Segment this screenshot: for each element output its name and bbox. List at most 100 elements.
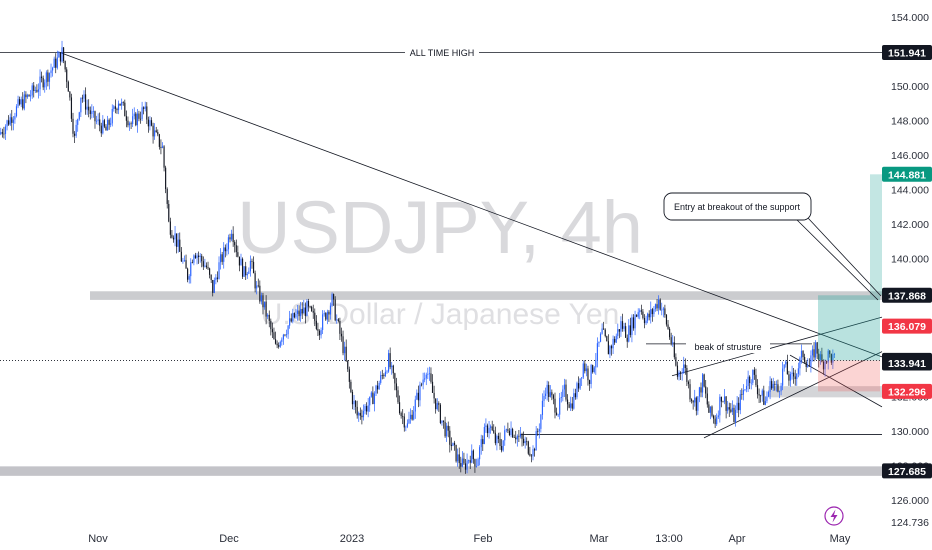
candle-body: [807, 365, 809, 367]
candle-body: [680, 372, 682, 374]
candle-body: [530, 455, 533, 457]
candle-body: [413, 411, 415, 420]
candle-body: [610, 346, 613, 349]
candle-body: [45, 72, 47, 83]
candle-body: [72, 118, 74, 134]
major-trendline[interactable]: [59, 52, 883, 358]
candle-body: [380, 375, 382, 383]
candle-body: [223, 247, 225, 262]
candle-body: [774, 383, 776, 385]
candle-body: [446, 425, 448, 437]
candle-body: [800, 350, 803, 358]
candle-body: [818, 353, 820, 360]
candle-body: [766, 396, 768, 402]
candle-body: [493, 430, 495, 433]
stop-zone[interactable]: [818, 360, 880, 392]
candle-body: [810, 355, 812, 367]
candle-body: [1, 132, 3, 134]
candle-body: [442, 420, 445, 422]
candle-body: [163, 146, 165, 168]
price-tag-label: 132.296: [888, 386, 926, 398]
candle-body: [780, 385, 782, 392]
candle-body: [783, 364, 785, 369]
candle-body: [226, 249, 228, 252]
candle-body: [625, 326, 627, 338]
candle-body: [361, 415, 363, 418]
candle-body: [30, 95, 32, 97]
candle-body: [188, 276, 190, 280]
candle-body: [44, 82, 46, 88]
candle-body: [512, 428, 514, 438]
channel-lower[interactable]: [703, 351, 883, 439]
time-axis[interactable]: Nov Dec 2023 Feb Mar 13:00 Apr May: [88, 533, 851, 545]
candle-body: [669, 328, 671, 338]
candle-body: [485, 425, 487, 427]
candle-body: [731, 407, 733, 412]
lightning-icon[interactable]: [824, 506, 844, 526]
price-axis[interactable]: 154.000152.000150.000148.000146.000144.0…: [891, 12, 929, 529]
candle-body: [753, 369, 755, 375]
candle-body: [466, 460, 468, 470]
candle-body: [122, 102, 124, 103]
candle-body: [475, 466, 478, 467]
candle-body: [607, 341, 609, 355]
candle-body: [742, 390, 744, 395]
candle-body: [515, 437, 517, 440]
candle-body: [405, 426, 407, 428]
candle-body: [488, 427, 490, 434]
price-tag: 136.079: [882, 318, 932, 334]
candle-body: [764, 401, 766, 405]
candle-body: [190, 262, 192, 277]
y-tick-label: 124.736: [891, 517, 929, 529]
extended-target[interactable]: [870, 174, 882, 296]
candle-body: [348, 369, 350, 382]
candle-body: [686, 368, 688, 382]
candle-body: [714, 418, 716, 425]
target-zone[interactable]: [818, 295, 880, 361]
candle-body: [300, 308, 302, 317]
channel-exit[interactable]: [789, 354, 883, 408]
candle-body: [815, 342, 817, 358]
candle-body: [160, 146, 162, 148]
candle-body: [224, 247, 226, 252]
position-tool[interactable]: [818, 174, 882, 392]
support-zone[interactable]: [0, 466, 882, 476]
callout-box[interactable]: Entry at breakout of the support: [663, 192, 882, 301]
candle-body: [139, 118, 142, 120]
candle-body: [628, 325, 630, 342]
candle-body: [326, 311, 328, 320]
price-tag-label: 144.881: [888, 169, 926, 181]
candle-body: [196, 255, 198, 259]
candle-body: [381, 375, 383, 376]
ath-annotation: ALL TIME HIGH: [405, 46, 479, 59]
candle-body: [232, 233, 234, 243]
candle-body: [629, 325, 631, 335]
candle-body: [70, 97, 73, 119]
candle-body: [546, 384, 548, 394]
candle-body: [64, 60, 66, 70]
candle-body: [505, 429, 507, 431]
candle-body: [788, 374, 790, 381]
candle-body: [342, 336, 344, 354]
candle-body: [672, 342, 674, 343]
candle-body: [119, 103, 121, 106]
candle-body: [370, 392, 372, 397]
candle-body: [691, 399, 693, 401]
candle-body: [439, 404, 441, 423]
local-support-zone[interactable]: [768, 386, 882, 398]
candle-body: [358, 412, 360, 416]
candle-body: [736, 402, 738, 410]
candle-body: [482, 439, 484, 445]
x-tick-label: 13:00: [655, 533, 683, 545]
candle-body: [821, 354, 823, 362]
price-tag-bg: [882, 45, 932, 61]
candle-body: [414, 399, 416, 412]
resistance-zone[interactable]: [90, 291, 882, 300]
candle-body: [212, 279, 214, 293]
channel-upper[interactable]: [671, 316, 883, 377]
candle-body: [135, 113, 137, 126]
candle-body: [559, 398, 561, 415]
candle-body: [125, 116, 127, 121]
candle-body: [207, 267, 209, 269]
